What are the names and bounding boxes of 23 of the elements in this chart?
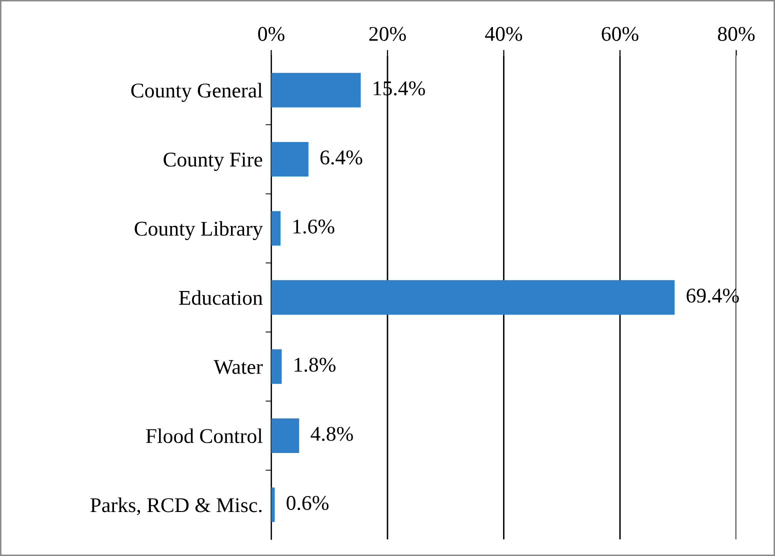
data-label: 4.8% xyxy=(310,426,353,441)
data-label: 1.8% xyxy=(294,358,336,372)
data-label: 6.4% xyxy=(320,150,362,165)
y-tick-label: Education xyxy=(179,290,263,305)
y-tick-label: Water xyxy=(214,360,263,374)
y-tick-label: Flood Control xyxy=(146,428,262,444)
x-tick-label: 20% xyxy=(369,26,406,42)
y-tick-label: Parks, RCD & Misc. xyxy=(90,498,262,516)
y-tick-label: County Library xyxy=(134,221,263,240)
x-tick-label: 80% xyxy=(718,26,755,42)
data-label: 0.6% xyxy=(286,496,329,510)
data-label: 1.6% xyxy=(293,220,334,234)
bar xyxy=(271,349,282,384)
bar xyxy=(271,280,675,315)
y-tick-label: County Fire xyxy=(164,152,262,171)
x-tick-label: 40% xyxy=(485,26,522,42)
y-tick-label: County General xyxy=(131,82,262,102)
bar xyxy=(271,142,308,177)
bar xyxy=(271,72,361,108)
x-tick-label: 60% xyxy=(602,26,638,42)
x-tick-label: 0% xyxy=(258,26,284,42)
bar xyxy=(271,211,281,246)
bar xyxy=(271,418,300,453)
